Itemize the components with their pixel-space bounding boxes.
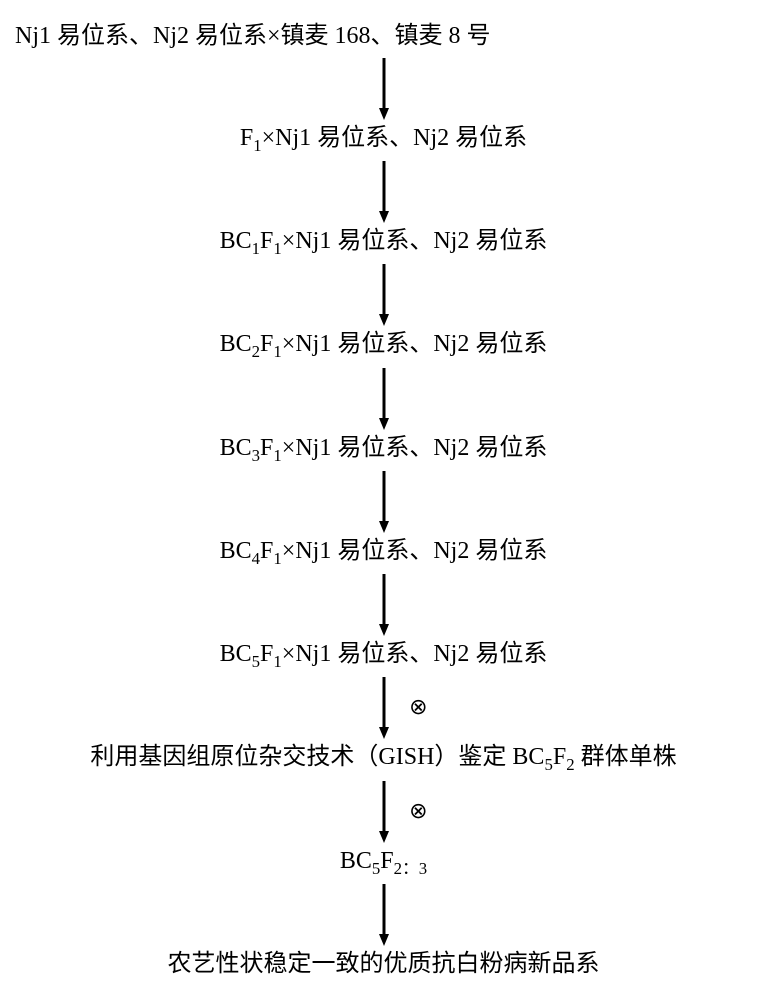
flow-arrow-3 <box>374 364 394 432</box>
flow-step-2: BC1F1×Nj1 易位系、Nj2 易位系 <box>220 225 548 260</box>
flow-arrow-2 <box>374 260 394 328</box>
flow-step-1: F1×Nj1 易位系、Nj2 易位系 <box>240 122 527 157</box>
flow-arrow-1 <box>374 157 394 225</box>
flow-step-0: Nj1 易位系、Nj2 易位系×镇麦 168、镇麦 8 号 <box>15 20 491 54</box>
self-cross-icon: ⊗ <box>409 694 427 720</box>
flow-arrow-7: ⊗ <box>374 777 394 845</box>
flowchart: Nj1 易位系、Nj2 易位系×镇麦 168、镇麦 8 号 F1×Nj1 易位系… <box>15 20 752 982</box>
flow-arrow-4 <box>374 467 394 535</box>
flow-step-9: 农艺性状稳定一致的优质抗白粉病新品系 <box>168 948 600 982</box>
flow-arrow-8 <box>374 880 394 948</box>
flow-step-6: BC5F1×Nj1 易位系、Nj2 易位系 <box>220 638 548 673</box>
flow-arrow-6: ⊗ <box>374 673 394 741</box>
self-cross-icon: ⊗ <box>409 798 427 824</box>
flow-step-3: BC2F1×Nj1 易位系、Nj2 易位系 <box>220 328 548 363</box>
flow-step-7: 利用基因组原位杂交技术（GISH）鉴定 BC5F2 群体单株 <box>90 741 676 776</box>
flow-step-8: BC5F2：3 <box>340 845 427 880</box>
flow-step-5: BC4F1×Nj1 易位系、Nj2 易位系 <box>220 535 548 570</box>
flow-arrow-0 <box>374 54 394 122</box>
flow-arrow-5 <box>374 570 394 638</box>
flow-step-4: BC3F1×Nj1 易位系、Nj2 易位系 <box>220 432 548 467</box>
